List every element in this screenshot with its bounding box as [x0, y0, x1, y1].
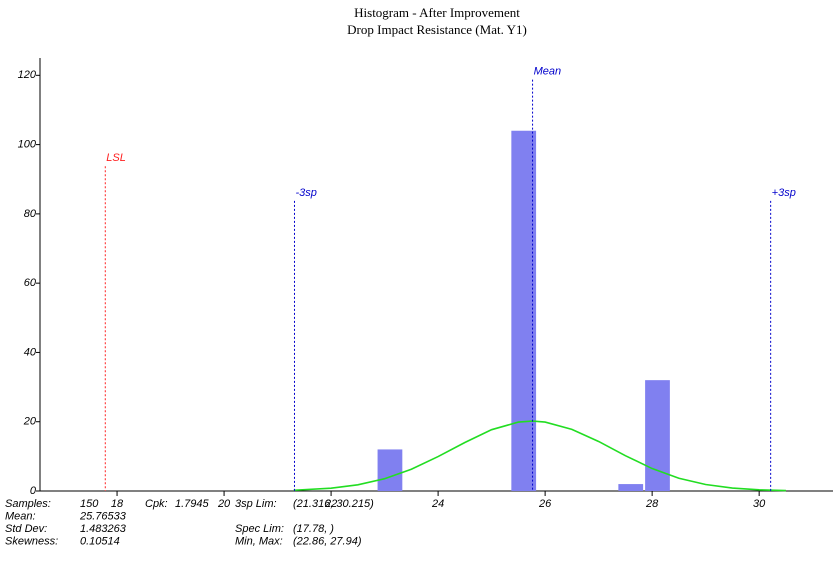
stat-value: 1.7945 [175, 498, 210, 510]
stat-value: 1.483263 [80, 523, 127, 535]
y-tick-label: 80 [24, 208, 37, 220]
bar [511, 130, 537, 491]
y-tick-label: 120 [18, 69, 37, 81]
stat-value: (21.316, 30.215) [293, 498, 374, 510]
stat-label: Skewness: [5, 535, 58, 547]
chart-subtitle: Drop Impact Resistance (Mat. Y1) [347, 22, 527, 37]
x-tick-label: 18 [111, 498, 124, 510]
reference-label: LSL [106, 152, 126, 164]
x-tick-label: 22 [324, 498, 337, 510]
reference-label: +3sp [772, 187, 796, 199]
stat-label: 3sp Lim: [235, 498, 277, 510]
stat-value: 0.10514 [80, 535, 120, 547]
reference-label: Mean [534, 66, 562, 78]
y-tick-label: 20 [23, 416, 37, 428]
bar [645, 380, 670, 491]
stat-value: 25.76533 [79, 510, 127, 522]
x-tick-label: 28 [645, 498, 659, 510]
stat-label: Mean: [5, 510, 36, 522]
stat-label: Min, Max: [235, 535, 283, 547]
x-tick-label: 24 [431, 498, 444, 510]
stat-label: Cpk: [145, 498, 168, 510]
x-tick-label: 30 [753, 498, 766, 510]
y-tick-label: 40 [24, 346, 37, 358]
x-tick-label: 26 [538, 498, 552, 510]
bar [618, 484, 644, 491]
stat-label: Samples: [5, 498, 51, 510]
stat-value: (22.86, 27.94) [293, 535, 362, 547]
bar [377, 449, 403, 491]
reference-label: -3sp [295, 187, 316, 199]
y-tick-label: 0 [30, 485, 37, 497]
x-tick-label: 20 [217, 498, 231, 510]
stat-value: 150 [80, 498, 99, 510]
stat-label: Std Dev: [5, 523, 47, 535]
stat-value: (17.78, ) [293, 523, 334, 535]
stat-label: Spec Lim: [235, 523, 284, 535]
chart-title: Histogram - After Improvement [354, 5, 520, 20]
y-tick-label: 100 [18, 139, 37, 151]
y-tick-label: 60 [24, 277, 37, 289]
normal-curve [293, 420, 786, 492]
